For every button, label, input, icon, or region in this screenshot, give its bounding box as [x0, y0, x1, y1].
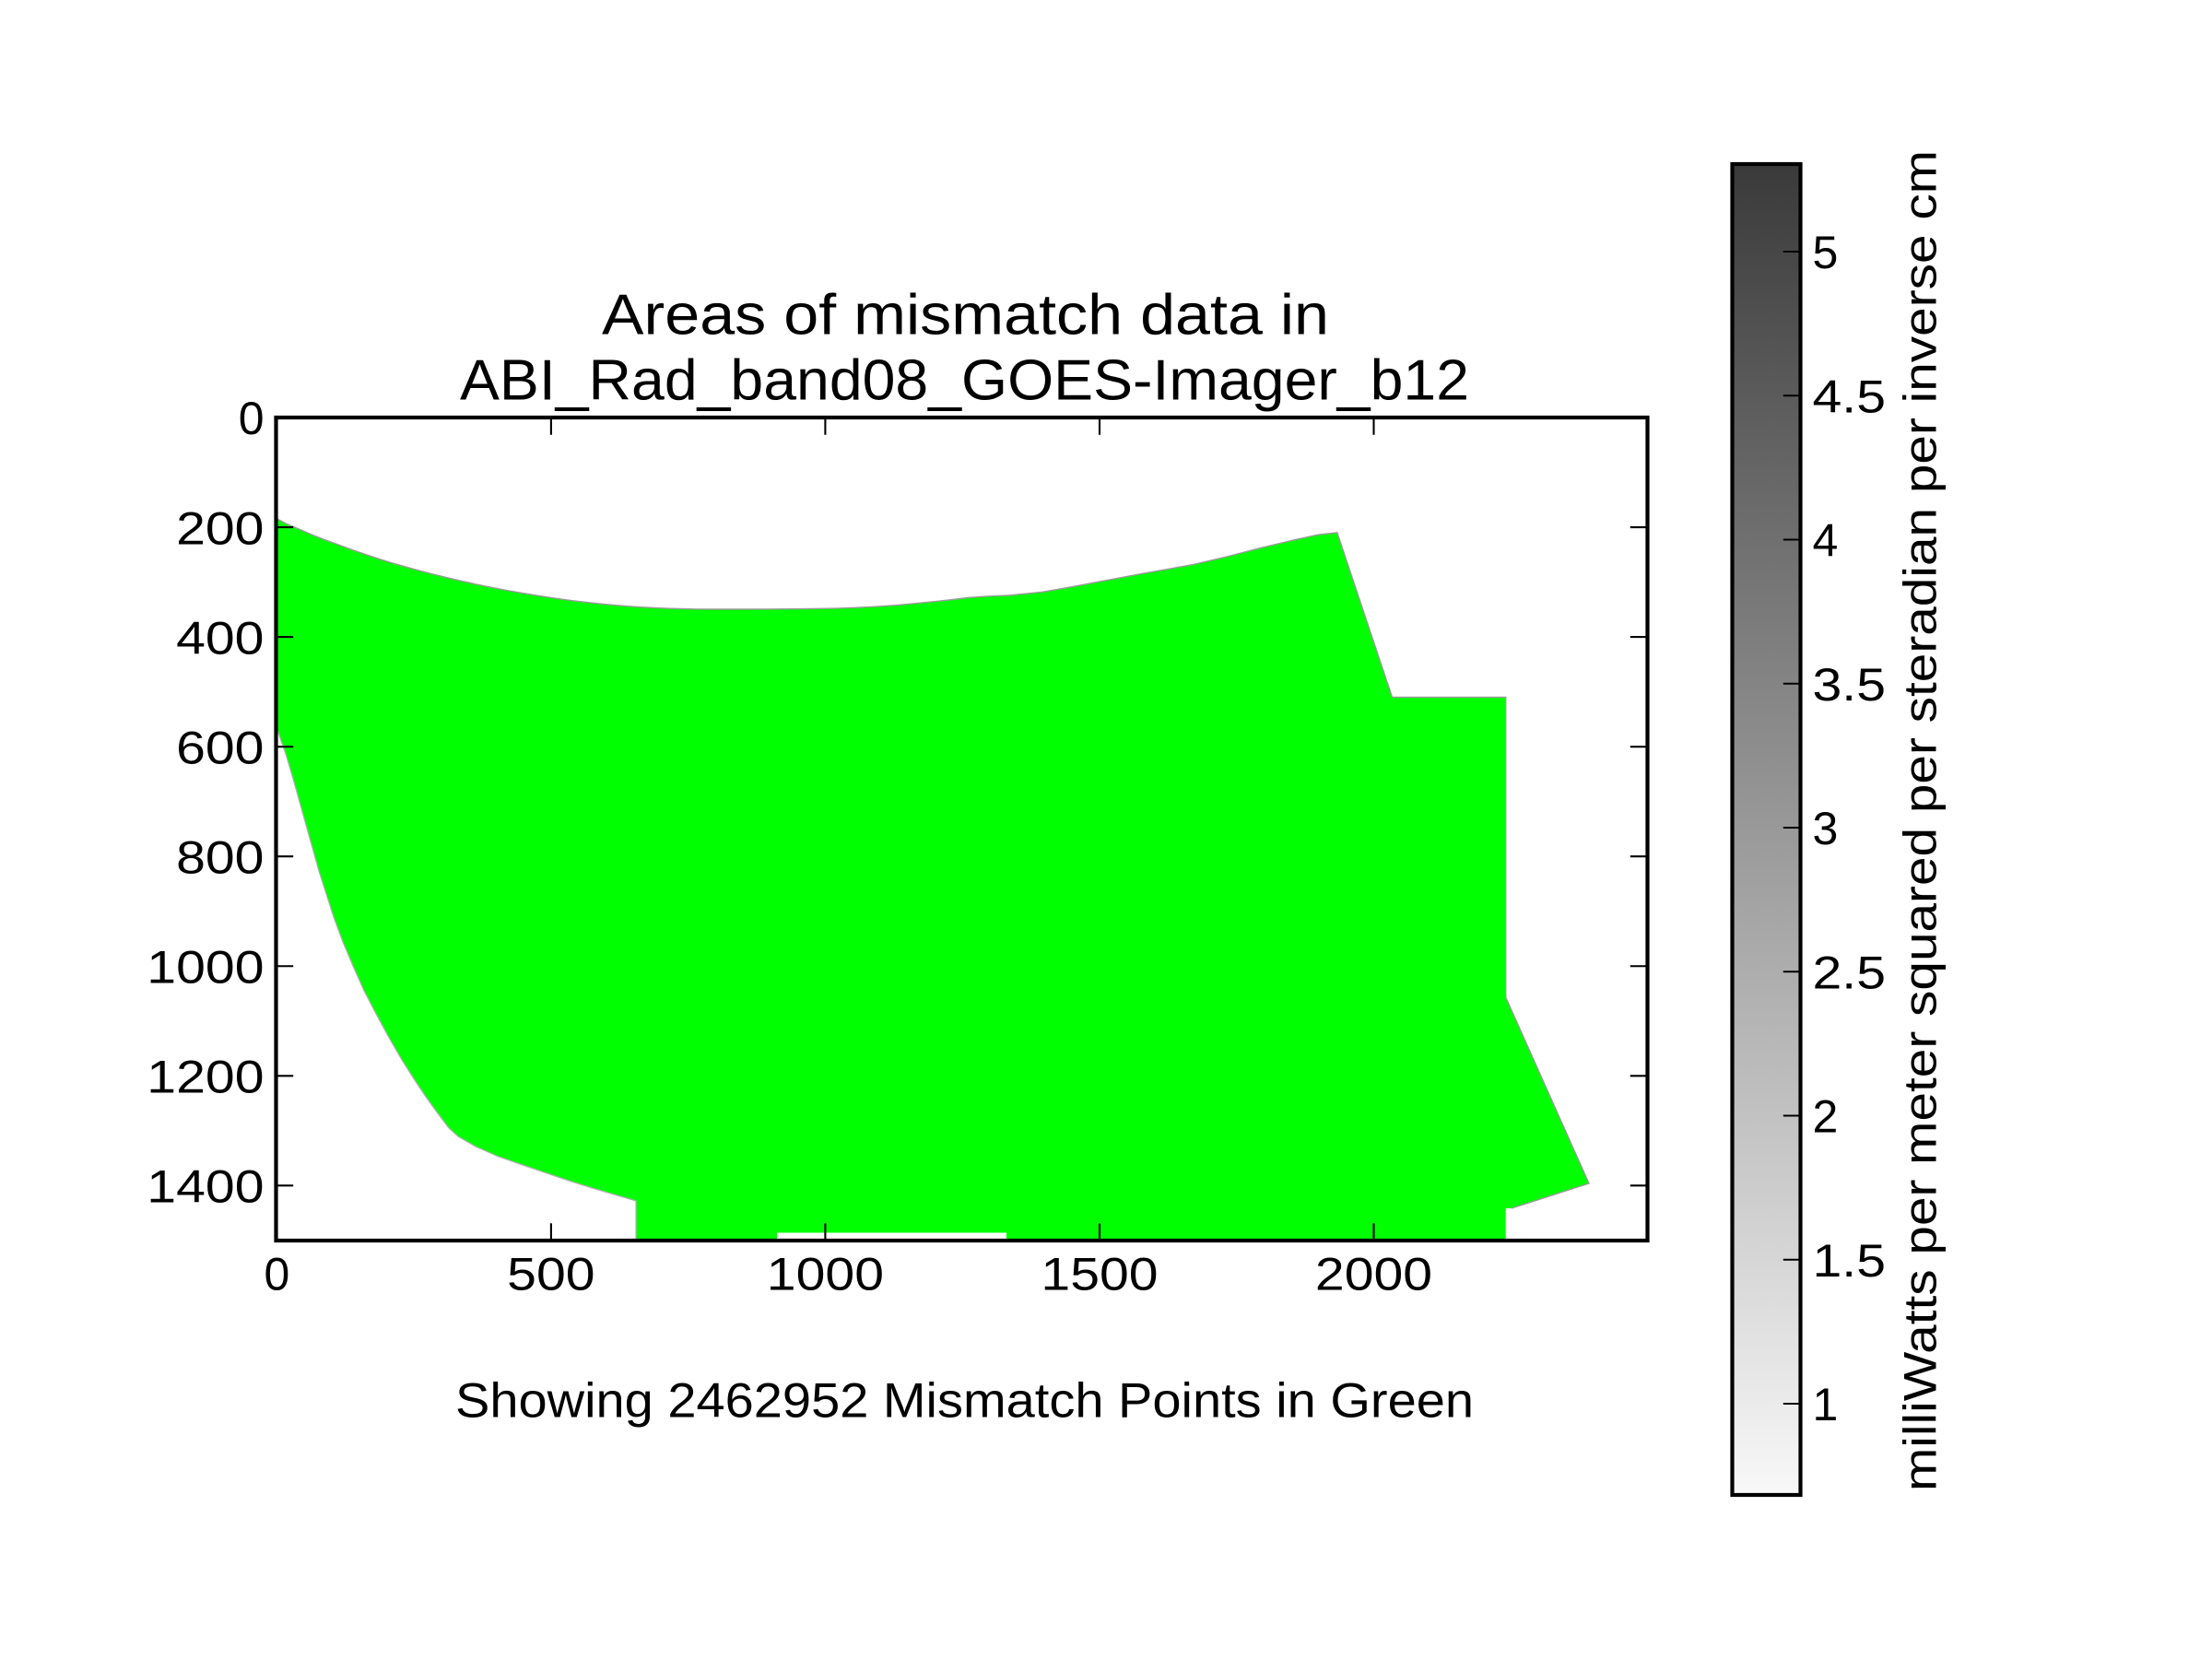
svg-text:2000: 2000	[1315, 1249, 1432, 1300]
svg-text:1200: 1200	[147, 1052, 264, 1103]
svg-text:1000: 1000	[767, 1249, 884, 1300]
svg-text:0: 0	[239, 393, 265, 444]
svg-text:200: 200	[176, 502, 264, 554]
svg-text:1.5: 1.5	[1813, 1235, 1887, 1287]
svg-text:ABI_Rad_band08_GOES-Imager_b12: ABI_Rad_band08_GOES-Imager_b12	[460, 348, 1469, 412]
svg-text:500: 500	[507, 1249, 594, 1300]
svg-text:1: 1	[1813, 1379, 1839, 1430]
svg-text:milliWatts per meter squared p: milliWatts per meter squared per steradi…	[1895, 150, 1947, 1491]
svg-text:Showing 2462952 Mismatch Point: Showing 2462952 Mismatch Points in Green	[455, 1373, 1474, 1428]
svg-text:2.5: 2.5	[1813, 947, 1887, 998]
svg-text:800: 800	[176, 831, 264, 883]
svg-text:3: 3	[1813, 803, 1839, 854]
svg-text:600: 600	[176, 722, 264, 773]
svg-text:Areas of mismatch data in: Areas of mismatch data in	[602, 283, 1329, 347]
svg-text:4.5: 4.5	[1813, 371, 1887, 422]
svg-text:1000: 1000	[147, 941, 264, 993]
svg-text:5: 5	[1813, 227, 1839, 278]
svg-text:1400: 1400	[147, 1161, 264, 1213]
svg-text:400: 400	[176, 612, 264, 664]
svg-text:1500: 1500	[1041, 1249, 1158, 1300]
svg-text:4: 4	[1813, 515, 1839, 567]
svg-text:3.5: 3.5	[1813, 659, 1887, 711]
svg-text:2: 2	[1813, 1091, 1839, 1143]
svg-text:0: 0	[264, 1249, 289, 1300]
